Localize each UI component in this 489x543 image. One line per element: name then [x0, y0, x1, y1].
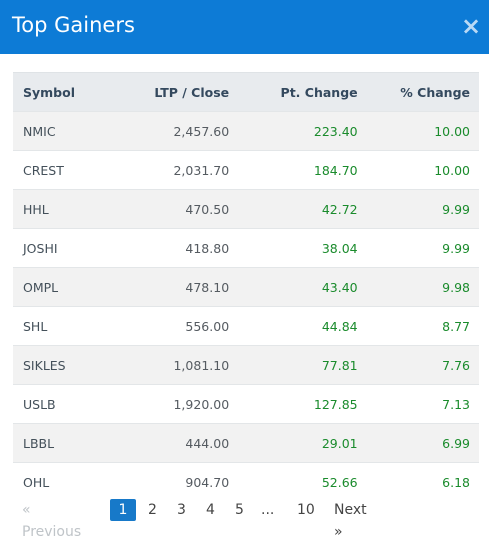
cell-ltp: 470.50 — [185, 201, 230, 217]
pagination-page-5[interactable]: 5 — [235, 502, 244, 518]
cell-ltp: 2,457.60 — [173, 123, 230, 139]
cell-ltp: 418.80 — [185, 240, 230, 256]
table-row: LBBL 444.00 29.01 6.99 — [13, 423, 479, 463]
pagination-page-10[interactable]: 10 — [297, 502, 315, 518]
pagination-previous[interactable]: « Previous — [22, 502, 82, 540]
cell-symbol[interactable]: HHL — [23, 201, 49, 217]
cell-symbol[interactable]: USLB — [23, 396, 56, 412]
cell-pct-change: 9.98 — [442, 279, 470, 295]
pagination-next[interactable]: Next » — [334, 502, 367, 540]
table-row: CREST 2,031.70 184.70 10.00 — [13, 150, 479, 190]
cell-symbol[interactable]: LBBL — [23, 435, 55, 451]
table-row: JOSHI 418.80 38.04 9.99 — [13, 228, 479, 268]
table-row: SIKLES 1,081.10 77.81 7.76 — [13, 345, 479, 385]
pagination-page-1[interactable]: 1 — [110, 499, 136, 521]
column-header-pt-change[interactable]: Pt. Change — [229, 72, 358, 112]
modal-title: Top Gainers — [12, 13, 135, 37]
cell-pct-change: 6.99 — [442, 435, 470, 451]
cell-ltp: 904.70 — [185, 474, 230, 490]
modal-header: Top Gainers × — [0, 0, 489, 54]
cell-symbol[interactable]: NMIC — [23, 123, 56, 139]
cell-pct-change: 9.99 — [442, 201, 470, 217]
cell-ltp: 2,031.70 — [173, 162, 230, 178]
table-row: USLB 1,920.00 127.85 7.13 — [13, 384, 479, 424]
cell-pt-change: 29.01 — [321, 435, 358, 451]
cell-pct-change: 6.18 — [442, 474, 470, 490]
cell-ltp: 478.10 — [185, 279, 230, 295]
cell-pct-change: 9.99 — [442, 240, 470, 256]
cell-symbol[interactable]: JOSHI — [23, 240, 58, 256]
table-header-row: Symbol LTP / Close Pt. Change % Change — [13, 72, 479, 112]
cell-symbol[interactable]: SHL — [23, 318, 48, 334]
table-row: SHL 556.00 44.84 8.77 — [13, 306, 479, 346]
cell-pt-change: 223.40 — [313, 123, 358, 139]
table-row: HHL 470.50 42.72 9.99 — [13, 189, 479, 229]
pagination-page-2[interactable]: 2 — [148, 502, 157, 518]
cell-pt-change: 127.85 — [313, 396, 358, 412]
cell-symbol[interactable]: OMPL — [23, 279, 59, 295]
cell-pt-change: 43.40 — [321, 279, 358, 295]
cell-symbol[interactable]: OHL — [23, 474, 50, 490]
cell-pct-change: 10.00 — [434, 123, 470, 139]
table-row: OMPL 478.10 43.40 9.98 — [13, 267, 479, 307]
cell-ltp: 1,920.00 — [173, 396, 230, 412]
cell-ltp: 556.00 — [185, 318, 230, 334]
cell-pct-change: 10.00 — [434, 162, 470, 178]
cell-pt-change: 77.81 — [321, 357, 358, 373]
cell-pct-change: 7.76 — [442, 357, 470, 373]
pagination-page-4[interactable]: 4 — [206, 502, 215, 518]
cell-symbol[interactable]: CREST — [23, 162, 64, 178]
cell-pt-change: 52.66 — [321, 474, 358, 490]
column-header-ltp[interactable]: LTP / Close — [104, 72, 230, 112]
pagination-ellipsis: ... — [261, 502, 275, 518]
close-icon[interactable]: × — [461, 12, 482, 40]
gainers-table-container: Symbol LTP / Close Pt. Change % Change N… — [13, 72, 479, 502]
column-header-pct-change[interactable]: % Change — [357, 72, 479, 112]
cell-pt-change: 44.84 — [321, 318, 358, 334]
cell-symbol[interactable]: SIKLES — [23, 357, 66, 373]
cell-ltp: 1,081.10 — [173, 357, 230, 373]
cell-pt-change: 42.72 — [321, 201, 358, 217]
table-row: NMIC 2,457.60 223.40 10.00 — [13, 111, 479, 151]
cell-ltp: 444.00 — [185, 435, 230, 451]
pagination-page-3[interactable]: 3 — [177, 502, 186, 518]
gainers-table: Symbol LTP / Close Pt. Change % Change N… — [13, 72, 479, 502]
cell-pt-change: 184.70 — [313, 162, 358, 178]
cell-pct-change: 7.13 — [442, 396, 470, 412]
table-row: OHL 904.70 52.66 6.18 — [13, 462, 479, 502]
cell-pt-change: 38.04 — [321, 240, 358, 256]
cell-pct-change: 8.77 — [442, 318, 470, 334]
column-header-symbol[interactable]: Symbol — [13, 72, 105, 112]
